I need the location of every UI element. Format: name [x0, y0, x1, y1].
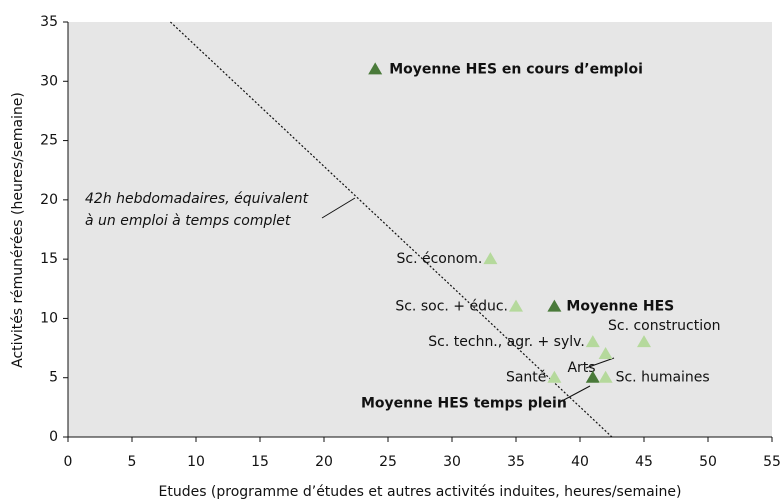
point — [509, 299, 523, 312]
point-label: Moyenne HES — [566, 299, 674, 315]
y-axis-label: Activités rémunérées (heures/semaine) — [10, 92, 26, 368]
y-tick-label: 20 — [40, 192, 58, 208]
x-tick-label: 10 — [187, 454, 205, 470]
label-leader — [559, 385, 591, 403]
point-label: Arts — [567, 360, 595, 376]
point-label: Moyenne HES en cours d’emploi — [389, 61, 643, 77]
x-tick-label: 35 — [507, 454, 525, 470]
x-tick-label: 50 — [699, 454, 717, 470]
point-label: Sc. soc. + éduc. — [395, 299, 508, 315]
point — [547, 370, 562, 383]
point-label: Sc. construction — [608, 318, 721, 334]
point — [598, 370, 613, 383]
y-tick-label: 0 — [49, 429, 58, 445]
x-tick-label: 30 — [443, 454, 461, 470]
point-label: Sc. économ. — [397, 251, 483, 267]
label-leader — [585, 357, 615, 369]
x-tick-label: 0 — [64, 454, 73, 470]
y-tick-label: 5 — [49, 370, 58, 386]
point — [585, 370, 600, 383]
x-tick-label: 15 — [251, 454, 269, 470]
x-axis-label: Etudes (programme d’études et autres act… — [158, 484, 681, 500]
x-tick-label: 45 — [635, 454, 653, 470]
point — [637, 335, 651, 348]
plot-area — [68, 22, 772, 437]
y-tick-label: 35 — [40, 14, 58, 30]
x-tick-label: 55 — [763, 454, 781, 470]
x-tick-label: 25 — [379, 454, 397, 470]
point — [483, 252, 498, 265]
point — [585, 335, 600, 348]
point — [547, 299, 562, 312]
annotation: à un emploi à temps complet — [85, 213, 291, 229]
annotation-leader — [321, 197, 356, 219]
y-tick-label: 15 — [40, 251, 58, 267]
point-label: Sc. humaines — [616, 370, 710, 386]
point-label: Santé — [506, 370, 546, 386]
point — [598, 347, 613, 359]
x-tick-label: 40 — [571, 454, 589, 470]
point — [368, 62, 383, 75]
x-tick-label: 5 — [128, 454, 137, 470]
point-label: Moyenne HES temps plein — [361, 396, 567, 412]
x-tick-label: 20 — [315, 454, 333, 470]
y-tick-label: 10 — [40, 310, 58, 326]
reference-line — [169, 21, 613, 438]
y-tick-label: 30 — [40, 73, 58, 89]
y-tick-label: 25 — [40, 133, 58, 149]
annotation: 42h hebdomadaires, équivalent — [85, 191, 309, 207]
point-label: Sc. techn., agr. + sylv. — [428, 334, 585, 350]
